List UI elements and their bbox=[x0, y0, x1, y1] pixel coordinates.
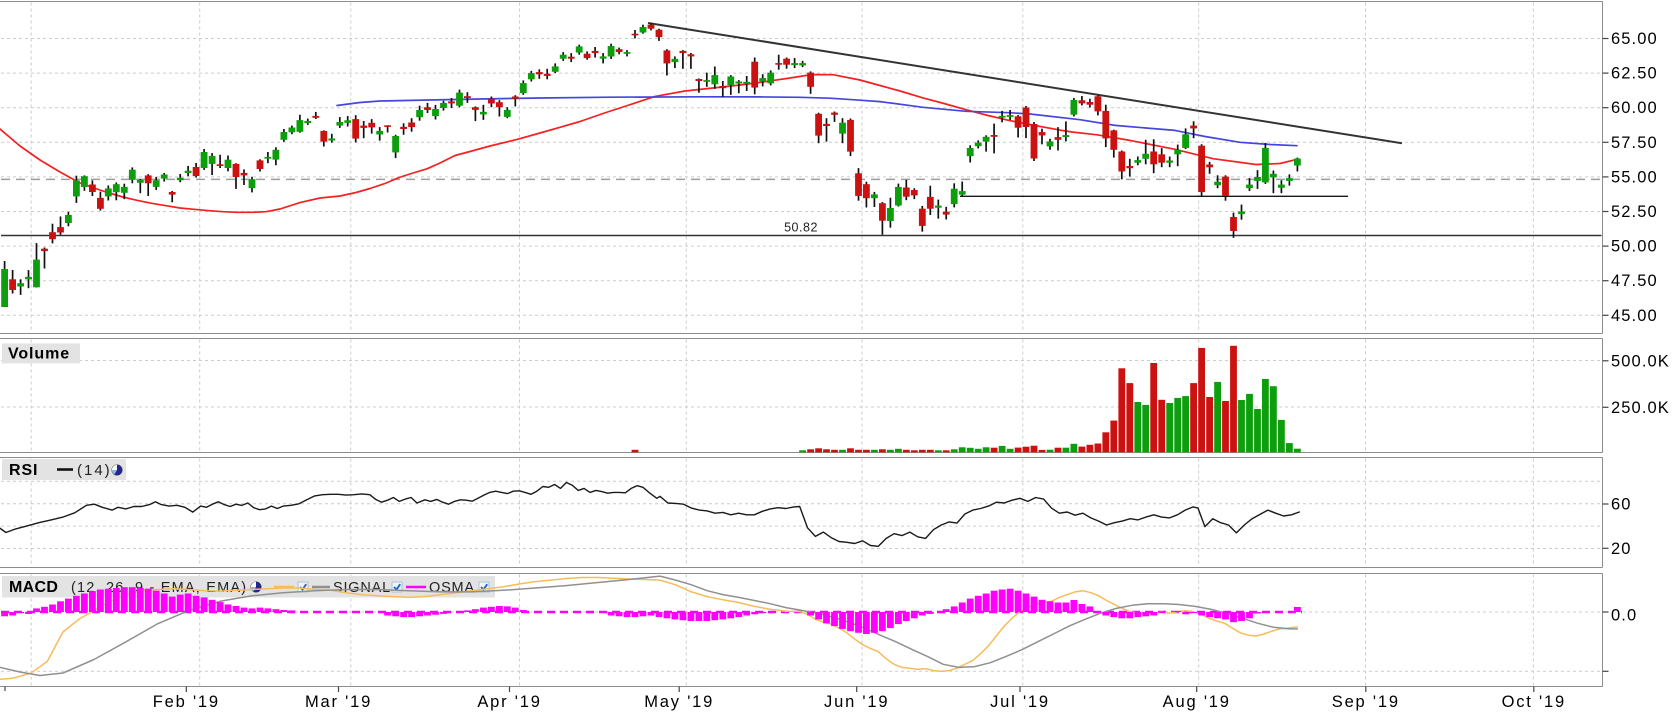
svg-text:20: 20 bbox=[1611, 540, 1632, 558]
svg-text:50.00: 50.00 bbox=[1611, 238, 1658, 256]
svg-text:Jun '19: Jun '19 bbox=[824, 693, 889, 711]
svg-text:45.00: 45.00 bbox=[1611, 307, 1658, 325]
svg-text:57.50: 57.50 bbox=[1611, 134, 1658, 152]
svg-text:65.00: 65.00 bbox=[1611, 30, 1658, 48]
svg-text:50.82: 50.82 bbox=[784, 221, 818, 235]
svg-text:Oct '19: Oct '19 bbox=[1502, 693, 1566, 711]
svg-text:55.00: 55.00 bbox=[1611, 168, 1658, 186]
svg-text:60: 60 bbox=[1611, 496, 1632, 514]
svg-text:Mar '19: Mar '19 bbox=[305, 693, 372, 711]
svg-text:62.50: 62.50 bbox=[1611, 65, 1658, 83]
svg-text:0.0: 0.0 bbox=[1611, 607, 1637, 625]
svg-text:Sep '19: Sep '19 bbox=[1332, 693, 1400, 711]
svg-text:250.0K: 250.0K bbox=[1611, 399, 1670, 417]
svg-text:60.00: 60.00 bbox=[1611, 99, 1658, 117]
svg-text:MACD: MACD bbox=[9, 579, 58, 596]
svg-text:SIGNAL: SIGNAL bbox=[333, 580, 391, 596]
svg-text:Aug '19: Aug '19 bbox=[1163, 693, 1231, 711]
svg-text:Feb '19: Feb '19 bbox=[153, 693, 220, 711]
svg-text:Apr '19: Apr '19 bbox=[477, 693, 541, 711]
svg-text:May '19: May '19 bbox=[644, 693, 714, 711]
svg-text:Volume: Volume bbox=[8, 346, 70, 363]
svg-text:Jul '19: Jul '19 bbox=[990, 693, 1050, 711]
svg-text:(14): (14) bbox=[77, 462, 112, 479]
svg-text:500.0K: 500.0K bbox=[1611, 352, 1670, 370]
svg-text:RSI: RSI bbox=[9, 462, 38, 479]
svg-text:52.50: 52.50 bbox=[1611, 203, 1658, 221]
svg-text:47.50: 47.50 bbox=[1611, 272, 1658, 290]
